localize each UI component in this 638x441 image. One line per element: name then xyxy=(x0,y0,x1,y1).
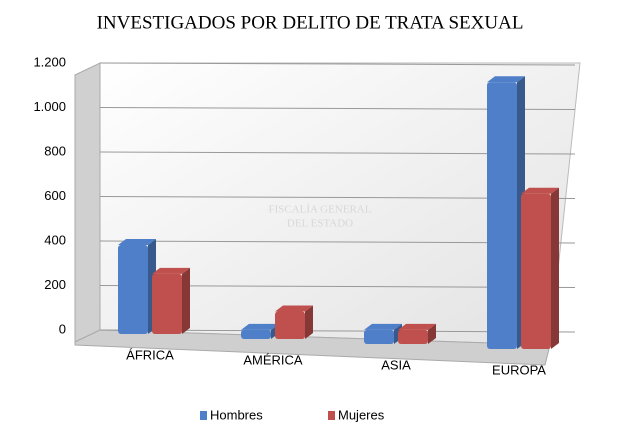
watermark: DEL ESTADO xyxy=(287,218,353,230)
bar-top xyxy=(364,323,402,330)
bar-top xyxy=(275,305,313,312)
bar-top xyxy=(241,323,279,330)
y-tick-label: 200 xyxy=(44,277,66,292)
bar-side xyxy=(551,187,559,349)
grid-line xyxy=(99,62,576,66)
bar xyxy=(364,329,394,344)
y-tick-label: 0 xyxy=(59,321,66,336)
bar xyxy=(241,329,271,339)
bar-top xyxy=(521,187,559,194)
legend-swatch xyxy=(328,411,335,420)
legend-swatch xyxy=(200,411,207,420)
bar-side xyxy=(182,267,190,334)
y-tick-label: 1.200 xyxy=(33,54,66,69)
x-tick-label: EUROPA xyxy=(492,362,546,377)
bar xyxy=(118,245,148,334)
bar xyxy=(275,311,305,339)
side-wall xyxy=(74,62,101,343)
bar-side xyxy=(428,323,436,344)
bar xyxy=(521,193,551,349)
bar xyxy=(398,329,428,344)
x-tick-label: ASIA xyxy=(381,357,411,372)
chart-title: INVESTIGADOS POR DELITO DE TRATA SEXUAL xyxy=(97,12,524,33)
legend-label: Hombres xyxy=(210,407,263,422)
y-tick-label: 400 xyxy=(44,232,66,247)
floor xyxy=(74,329,551,366)
watermark: FISCALÍA GENERAL xyxy=(269,204,372,216)
bar-side xyxy=(305,305,313,339)
bar-top xyxy=(398,323,436,330)
bar-top xyxy=(487,76,525,83)
y-tick-label: 800 xyxy=(44,143,66,158)
bar xyxy=(487,82,517,349)
legend-label: Mujeres xyxy=(338,407,385,422)
x-tick-label: AMÉRICA xyxy=(243,352,303,367)
y-tick-label: 600 xyxy=(44,188,66,203)
x-tick-label: ÁFRICA xyxy=(126,347,174,362)
bar-top xyxy=(152,267,190,274)
bar-top xyxy=(118,239,156,245)
y-tick-label: 1.000 xyxy=(33,99,66,114)
bar xyxy=(152,273,182,334)
